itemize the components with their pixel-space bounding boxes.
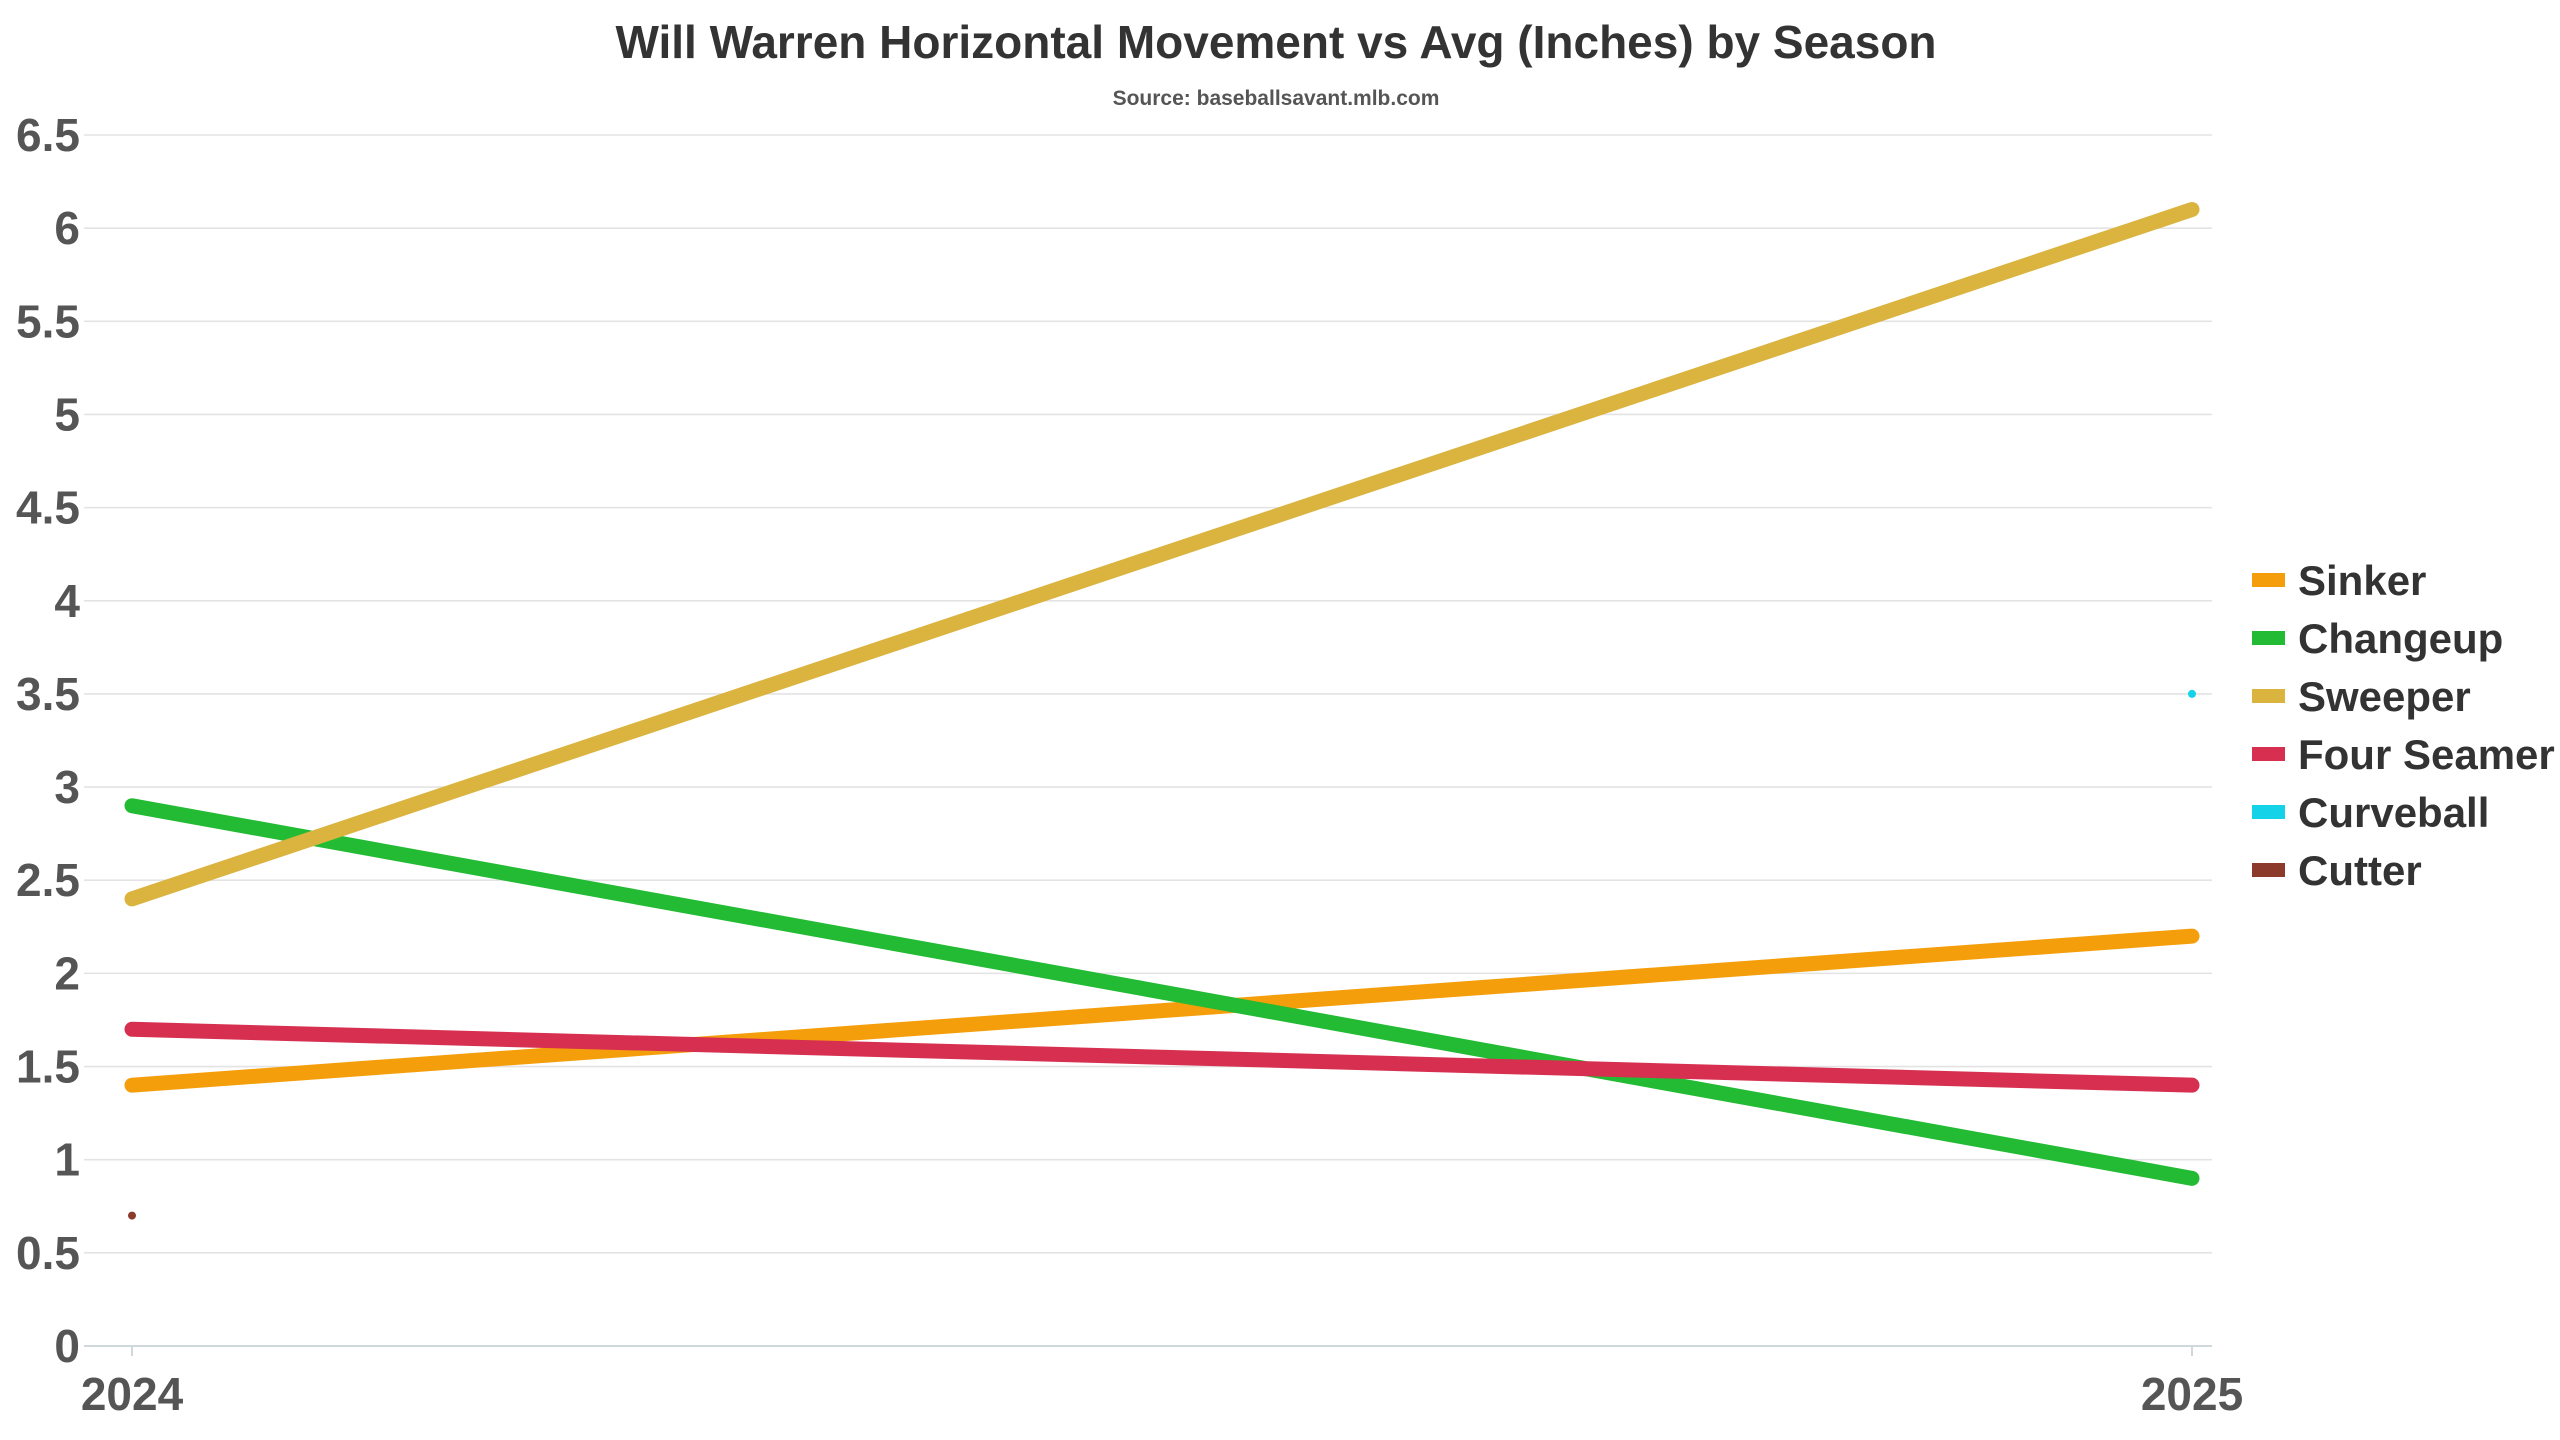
legend-swatch <box>2252 863 2285 877</box>
x-tick-label: 2024 <box>81 1368 184 1420</box>
y-tick-label: 0.5 <box>16 1227 80 1279</box>
legend-item-sweeper[interactable]: Sweeper <box>2252 673 2471 720</box>
y-tick-label: 0 <box>54 1320 80 1372</box>
y-tick-label: 5.5 <box>16 295 80 347</box>
legend-swatch <box>2252 747 2285 761</box>
series-point-curveball[interactable] <box>2188 689 2196 698</box>
legend-item-four-seamer[interactable]: Four Seamer <box>2252 731 2555 778</box>
legend-label: Sweeper <box>2298 673 2471 720</box>
y-tick-label: 4 <box>54 575 80 627</box>
series-line-changeup[interactable] <box>124 798 2200 1186</box>
legend-item-changeup[interactable]: Changeup <box>2252 615 2503 662</box>
y-tick-label: 3.5 <box>16 668 80 720</box>
legend-label: Four Seamer <box>2298 731 2555 778</box>
y-tick-label: 2 <box>54 947 80 999</box>
legend-item-cutter[interactable]: Cutter <box>2252 847 2422 894</box>
legend-label: Sinker <box>2298 557 2426 604</box>
legend-label: Changeup <box>2298 615 2503 662</box>
legend-label: Curveball <box>2298 789 2489 836</box>
chart-subtitle: Source: baseballsavant.mlb.com <box>1113 87 1440 110</box>
legend-swatch <box>2252 805 2285 819</box>
legend-swatch <box>2252 573 2285 587</box>
series-line-four-seamer[interactable] <box>124 1021 2200 1093</box>
series-point-cutter[interactable] <box>128 1211 136 1220</box>
x-tick-label: 2025 <box>2141 1368 2243 1420</box>
series-lines <box>124 202 2200 1220</box>
y-tick-label: 1 <box>54 1134 80 1186</box>
y-tick-label: 6 <box>54 202 80 254</box>
y-tick-label: 1.5 <box>16 1041 80 1093</box>
axes: 0 0.5 1 1.5 2 2.5 3 3.5 4 4.5 5 5.5 6 6.5 2024 2025 <box>16 109 2243 1420</box>
series-line-sweeper[interactable] <box>124 202 2200 907</box>
legend-item-sinker[interactable]: Sinker <box>2252 557 2426 604</box>
y-tick-label: 3 <box>54 761 80 813</box>
legend-label: Cutter <box>2298 847 2422 894</box>
series-line-sinker[interactable] <box>124 928 2200 1093</box>
legend-item-curveball[interactable]: Curveball <box>2252 789 2489 836</box>
legend-swatch <box>2252 689 2285 703</box>
y-tick-label: 5 <box>54 388 80 440</box>
chart-title: Will Warren Horizontal Movement vs Avg (… <box>615 16 1936 68</box>
legend-swatch <box>2252 631 2285 645</box>
y-tick-label: 2.5 <box>16 854 80 906</box>
y-tick-label: 4.5 <box>16 482 80 534</box>
legend[interactable]: Sinker Changeup Sweeper Four Seamer Curvebal… <box>2252 557 2555 894</box>
y-tick-label: 6.5 <box>16 109 80 161</box>
